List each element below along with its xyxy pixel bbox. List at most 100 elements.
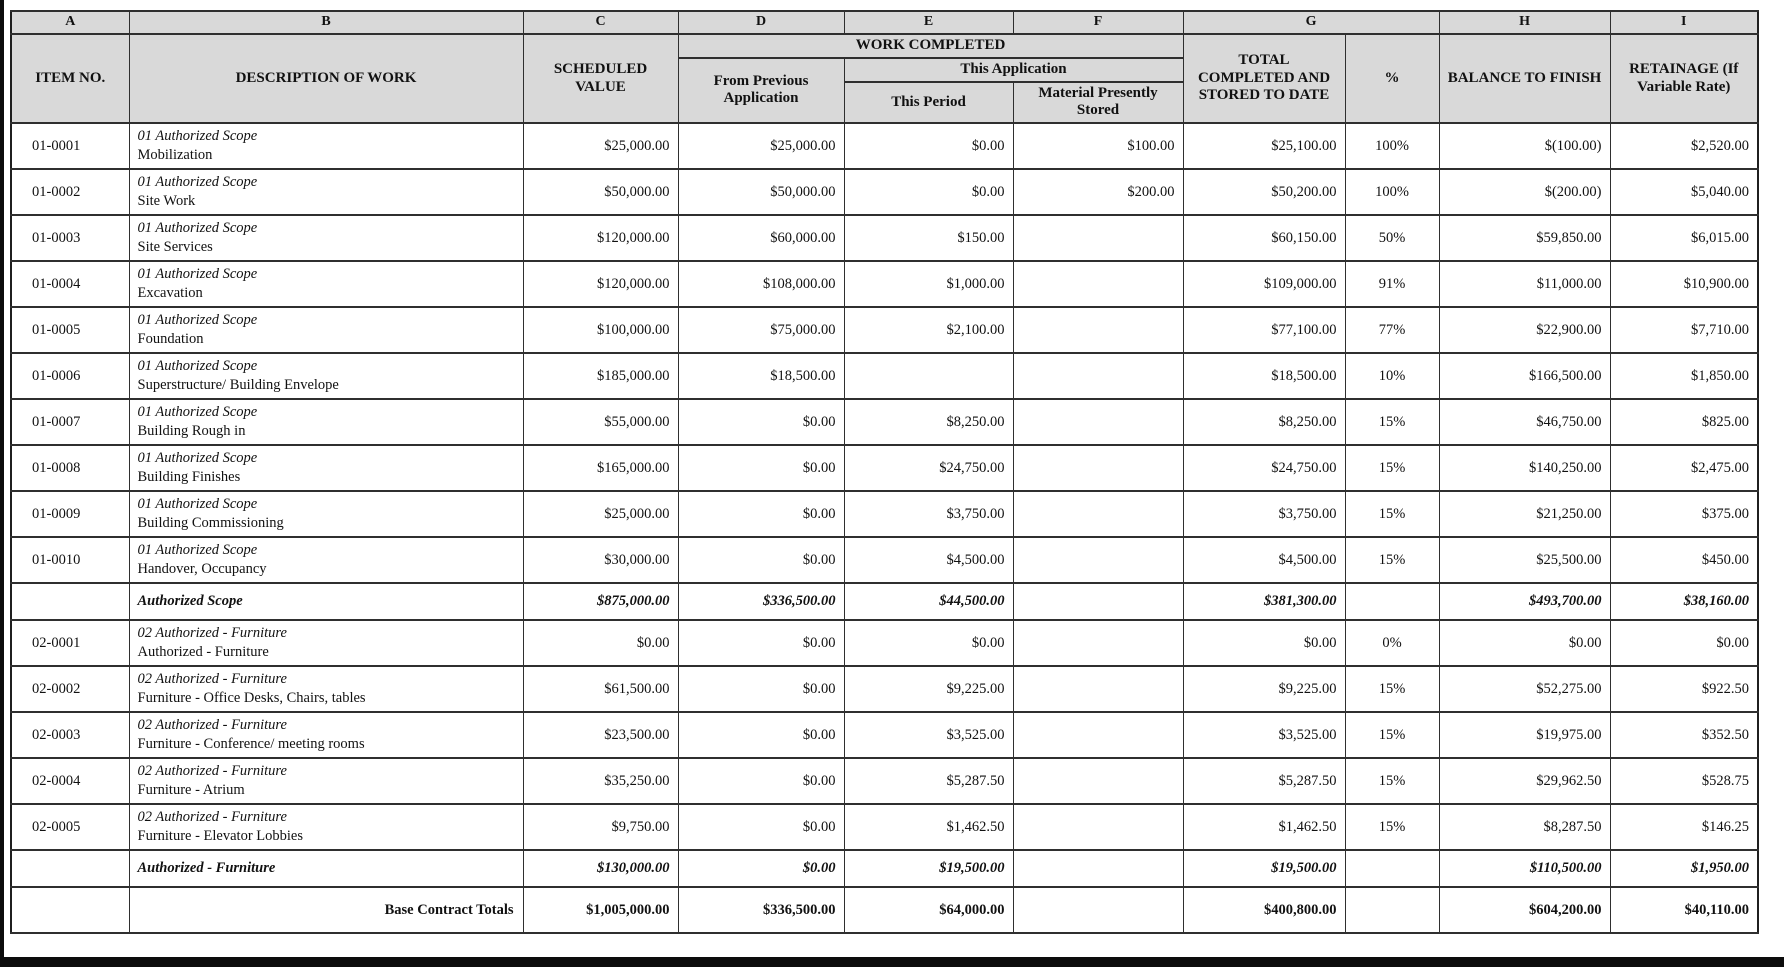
percent-cell: 100% xyxy=(1344,122,1440,171)
schedule-of-values-table: A B C D E F G H I ITEM NO. DESCRIPTION O… xyxy=(10,10,1760,935)
item-no-cell: 02-0001 xyxy=(10,619,130,668)
total-completed-cell: $50,200.00 xyxy=(1182,168,1346,217)
scheduled-value-cell: $50,000.00 xyxy=(522,168,679,217)
table-row: 01-0002 01 Authorized Scope Site Work $5… xyxy=(10,168,1759,217)
description-cell: 01 Authorized Scope Excavation xyxy=(128,260,524,309)
material-stored-cell: $200.00 xyxy=(1012,168,1184,217)
description-line: Furniture - Elevator Lobbies xyxy=(137,828,304,845)
col-letter-c: C xyxy=(522,10,679,35)
scheduled-value-cell: $55,000.00 xyxy=(522,398,679,447)
total-completed-cell: $5,287.50 xyxy=(1182,757,1346,806)
this-period-cell: $4,500.00 xyxy=(843,536,1014,585)
balance-to-finish-cell: $21,250.00 xyxy=(1438,490,1611,539)
from-previous-cell: $50,000.00 xyxy=(677,168,845,217)
description-line: Furniture - Atrium xyxy=(137,782,245,799)
description-line: Site Services xyxy=(137,239,213,256)
scheduled-value-cell: $100,000.00 xyxy=(522,306,679,355)
material-stored-cell xyxy=(1012,711,1184,760)
scheduled-value-cell: $130,000.00 xyxy=(522,849,679,889)
retainage-cell: $375.00 xyxy=(1609,490,1759,539)
item-no-cell xyxy=(10,582,130,622)
description-cell: Authorized Scope xyxy=(128,582,524,622)
description-line: Superstructure/ Building Envelope xyxy=(137,377,339,394)
percent-cell xyxy=(1344,886,1440,935)
material-stored-cell xyxy=(1012,260,1184,309)
description-cell: 01 Authorized Scope Foundation xyxy=(128,306,524,355)
percent-cell: 15% xyxy=(1344,444,1440,493)
scope-line: 01 Authorized Scope xyxy=(137,542,258,559)
page-edge-left xyxy=(0,0,4,967)
description-cell: 01 Authorized Scope Superstructure/ Buil… xyxy=(128,352,524,401)
description-line: Building Finishes xyxy=(137,469,241,486)
scope-line: 02 Authorized - Furniture xyxy=(137,763,287,780)
header-from-previous: From Previous Application xyxy=(677,56,845,125)
percent-cell: 91% xyxy=(1344,260,1440,309)
material-stored-cell xyxy=(1012,444,1184,493)
retainage-cell: $2,475.00 xyxy=(1609,444,1759,493)
percent-cell: 0% xyxy=(1344,619,1440,668)
scheduled-value-cell: $9,750.00 xyxy=(522,803,679,852)
table-row: 02-0003 02 Authorized - Furniture Furnit… xyxy=(10,711,1759,760)
this-period-cell: $24,750.00 xyxy=(843,444,1014,493)
this-period-cell: $5,287.50 xyxy=(843,757,1014,806)
description-cell: 01 Authorized Scope Site Services xyxy=(128,214,524,263)
balance-to-finish-cell: $52,275.00 xyxy=(1438,665,1611,714)
balance-to-finish-cell: $8,287.50 xyxy=(1438,803,1611,852)
table-row: 01-0001 01 Authorized Scope Mobilization… xyxy=(10,122,1759,171)
description-line: Excavation xyxy=(137,285,203,302)
material-stored-cell xyxy=(1012,757,1184,806)
total-completed-cell: $3,525.00 xyxy=(1182,711,1346,760)
total-completed-cell: $24,750.00 xyxy=(1182,444,1346,493)
from-previous-cell: $0.00 xyxy=(677,849,845,889)
item-no-cell: 02-0005 xyxy=(10,803,130,852)
this-period-cell: $1,462.50 xyxy=(843,803,1014,852)
header-this-application: This Application xyxy=(843,56,1184,83)
scheduled-value-cell: $120,000.00 xyxy=(522,214,679,263)
description-cell: 01 Authorized Scope Building Finishes xyxy=(128,444,524,493)
table-row: Authorized - Furniture $130,000.00 $0.00… xyxy=(10,849,1759,889)
retainage-cell: $528.75 xyxy=(1609,757,1759,806)
percent-cell: 77% xyxy=(1344,306,1440,355)
description-cell: 01 Authorized Scope Mobilization xyxy=(128,122,524,171)
table-row: 02-0004 02 Authorized - Furniture Furnit… xyxy=(10,757,1759,806)
item-no-cell: 02-0002 xyxy=(10,665,130,714)
col-letter-b: B xyxy=(128,10,524,35)
material-stored-cell xyxy=(1012,619,1184,668)
scope-line: 02 Authorized - Furniture xyxy=(137,717,287,734)
material-stored-cell xyxy=(1012,886,1184,935)
total-completed-cell: $1,462.50 xyxy=(1182,803,1346,852)
scope-line: 02 Authorized - Furniture xyxy=(137,625,287,642)
scope-line: 02 Authorized - Furniture xyxy=(137,671,287,688)
total-completed-cell: $9,225.00 xyxy=(1182,665,1346,714)
scope-line: 01 Authorized Scope xyxy=(137,358,258,375)
header-percent: % xyxy=(1344,32,1440,125)
percent-cell: 15% xyxy=(1344,803,1440,852)
material-stored-cell xyxy=(1012,536,1184,585)
from-previous-cell: $0.00 xyxy=(677,757,845,806)
balance-to-finish-cell: $140,250.00 xyxy=(1438,444,1611,493)
description-cell: 02 Authorized - Furniture Furniture - At… xyxy=(128,757,524,806)
percent-cell: 15% xyxy=(1344,711,1440,760)
description-line: Foundation xyxy=(137,331,204,348)
item-no-cell xyxy=(10,849,130,889)
retainage-cell: $10,900.00 xyxy=(1609,260,1759,309)
description-cell: 01 Authorized Scope Site Work xyxy=(128,168,524,217)
retainage-cell: $40,110.00 xyxy=(1609,886,1759,935)
scope-line: 02 Authorized - Furniture xyxy=(137,809,287,826)
material-stored-cell xyxy=(1012,490,1184,539)
from-previous-cell: $0.00 xyxy=(677,619,845,668)
scheduled-value-cell: $23,500.00 xyxy=(522,711,679,760)
item-no-cell xyxy=(10,886,130,935)
table-row: 01-0003 01 Authorized Scope Site Service… xyxy=(10,214,1759,263)
material-stored-cell xyxy=(1012,803,1184,852)
retainage-cell: $5,040.00 xyxy=(1609,168,1759,217)
header-description: DESCRIPTION OF WORK xyxy=(128,32,524,125)
material-stored-cell xyxy=(1012,306,1184,355)
retainage-cell: $1,850.00 xyxy=(1609,352,1759,401)
material-stored-cell xyxy=(1012,849,1184,889)
header-material-stored: Material Presently Stored xyxy=(1012,80,1184,125)
description-cell: 02 Authorized - Furniture Furniture - Co… xyxy=(128,711,524,760)
item-no-cell: 01-0008 xyxy=(10,444,130,493)
total-completed-cell: $4,500.00 xyxy=(1182,536,1346,585)
from-previous-cell: $75,000.00 xyxy=(677,306,845,355)
